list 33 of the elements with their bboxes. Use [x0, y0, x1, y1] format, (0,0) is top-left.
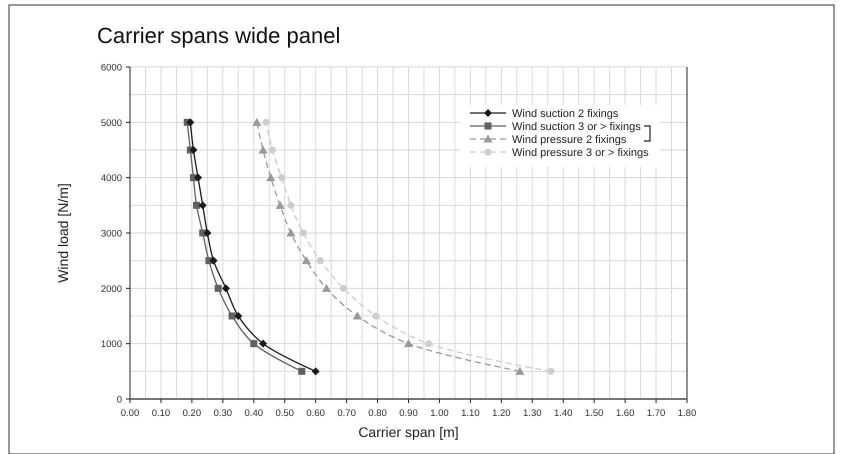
x-tick-label: 1.70: [646, 408, 666, 419]
chart-title: Carrier spans wide panel: [97, 23, 340, 48]
y-tick-label: 4000: [100, 173, 122, 184]
x-tick-label: 1.80: [678, 408, 696, 419]
legend-label: Wind suction 2 fixings: [512, 108, 619, 120]
x-tick-label: 0.80: [368, 408, 387, 419]
y-tick-label: 0: [116, 394, 122, 406]
x-tick-label: 0.90: [399, 408, 418, 419]
x-tick-label: 0.10: [152, 408, 170, 419]
legend-label: Wind pressure 3 or > fixings: [512, 147, 650, 159]
y-axis-title: Wind load [N/m]: [55, 183, 71, 283]
x-tick-label: 0.50: [275, 408, 294, 419]
y-tick-label: 3000: [100, 228, 122, 240]
x-tick-label: 0.70: [337, 408, 356, 419]
y-tick-label: 1000: [100, 339, 122, 350]
x-axis-title: Carrier span [m]: [358, 424, 459, 440]
y-tick-label: 6000: [100, 62, 122, 74]
x-tick-label: 0.30: [214, 408, 232, 419]
x-tick-label: 1.30: [523, 408, 542, 419]
y-tick-label: 5000: [100, 118, 122, 129]
x-tick-label: 0.40: [244, 408, 264, 419]
x-tick-label: 1.00: [430, 408, 449, 419]
x-tick-label: 0.20: [182, 408, 202, 419]
x-tick-label: 0.60: [306, 408, 325, 419]
legend-label: Wind pressure 2 fixings: [512, 134, 627, 146]
x-tick-label: 1.40: [554, 408, 572, 419]
x-tick-label: 1.50: [584, 408, 604, 419]
x-tick-label: 1.10: [461, 408, 480, 419]
y-tick-label: 2000: [100, 284, 122, 295]
legend-label: Wind suction 3 or > fixings: [512, 121, 642, 133]
x-tick-label: 0.00: [120, 408, 140, 419]
x-tick-label: 1.20: [492, 408, 511, 419]
x-tick-label: 1.60: [616, 408, 634, 419]
